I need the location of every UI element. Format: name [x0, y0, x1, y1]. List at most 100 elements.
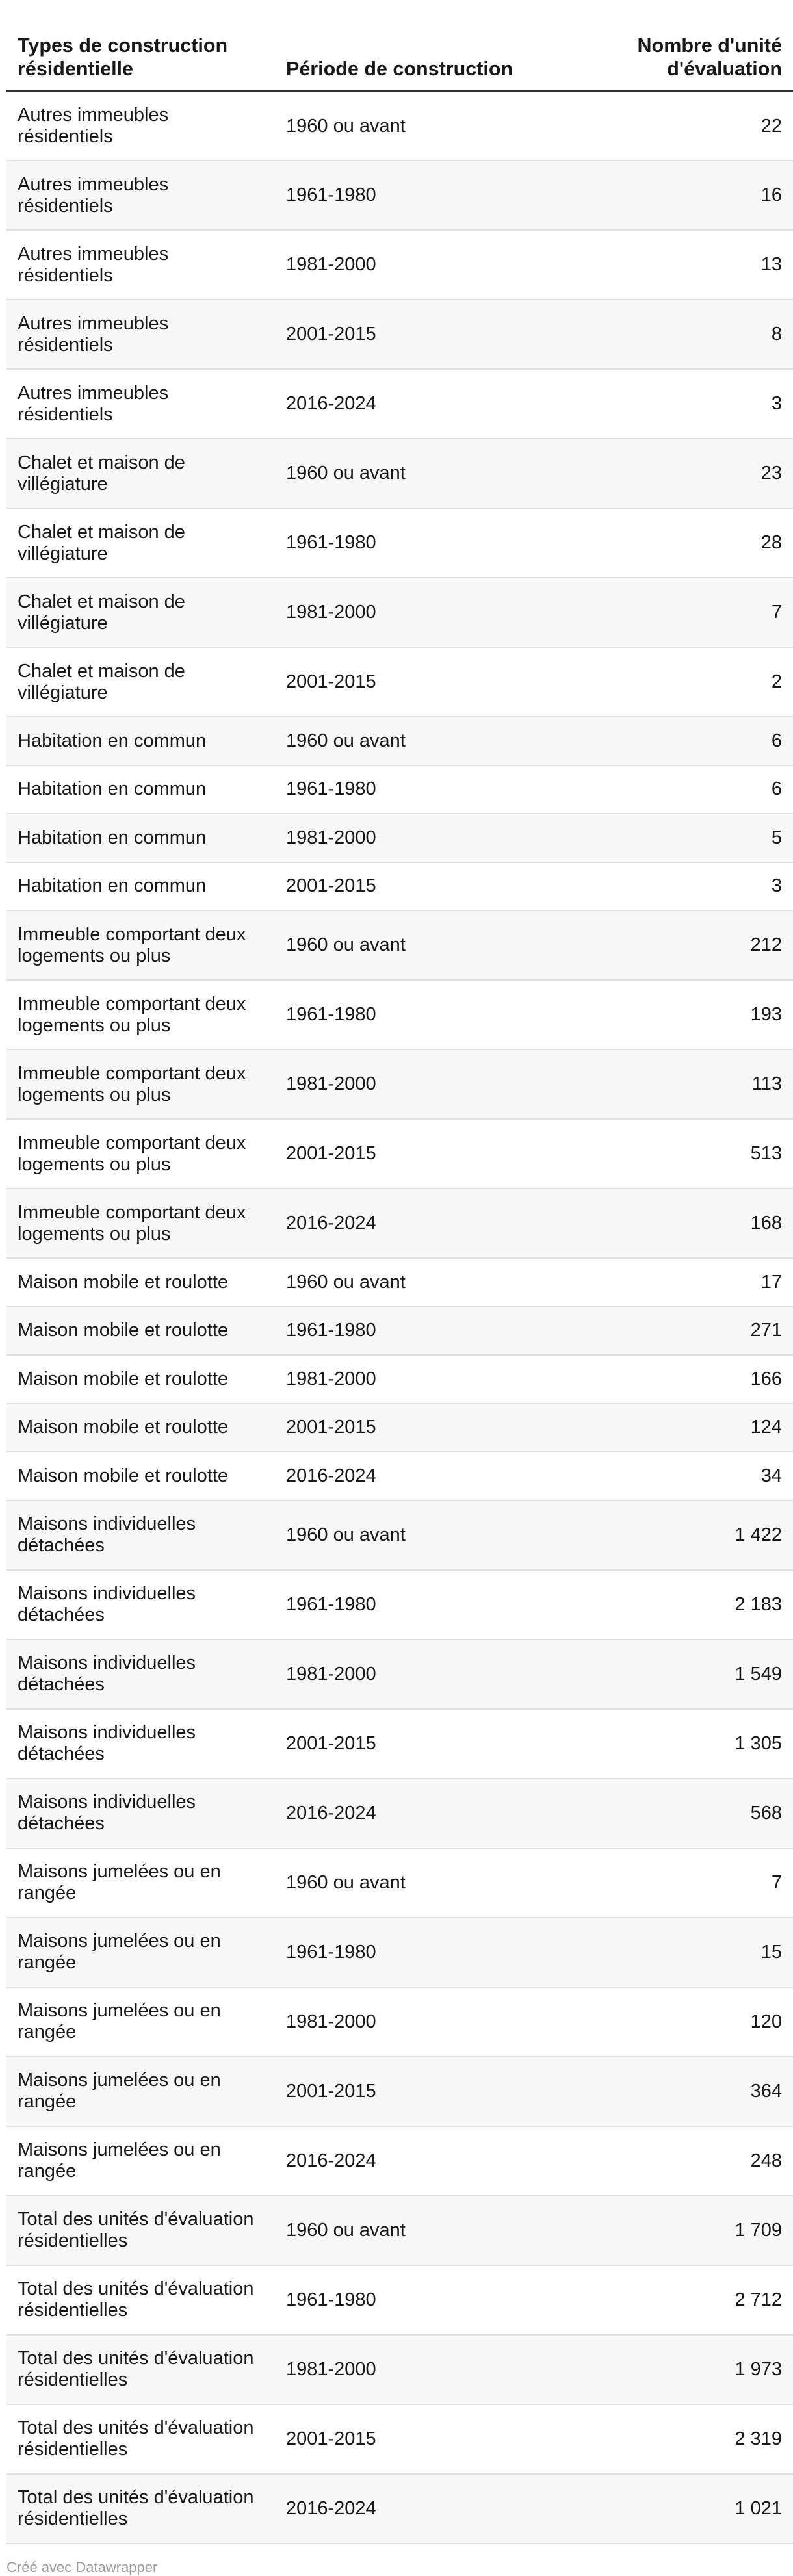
cell-construction-type: Habitation en commun [6, 765, 275, 814]
cell-construction-type: Maison mobile et roulotte [6, 1403, 275, 1452]
cell-construction-period: 2016-2024 [275, 2473, 543, 2544]
cell-unit-count: 34 [543, 1452, 793, 1501]
cell-construction-period: 1961-1980 [275, 1569, 543, 1640]
cell-unit-count: 2 712 [543, 2265, 793, 2336]
cell-unit-count: 568 [543, 1778, 793, 1849]
table-row: Maison mobile et roulotte 1981-2000 166 [6, 1355, 793, 1404]
table-row: Autres immeubles résidentiels 1961-1980 16 [6, 161, 793, 231]
cell-construction-period: 2001-2015 [275, 1403, 543, 1452]
cell-construction-period: 1981-2000 [275, 1639, 543, 1710]
cell-unit-count: 23 [543, 439, 793, 509]
column-header-period[interactable]: Période de construction [275, 0, 543, 92]
table-row: Maisons individuelles détachées 1961-1980… [6, 1569, 793, 1640]
cell-construction-type: Maisons individuelles détachées [6, 1708, 275, 1779]
cell-construction-period: 1961-1980 [275, 1306, 543, 1356]
table-row: Habitation en commun 2001-2015 3 [6, 862, 793, 911]
cell-construction-period: 1981-2000 [275, 1050, 543, 1120]
cell-unit-count: 1 973 [543, 2334, 793, 2405]
cell-construction-period: 1960 ou avant [275, 2195, 543, 2266]
column-header-type[interactable]: Types de construction résidentielle [6, 0, 275, 92]
cell-construction-period: 2016-2024 [275, 1452, 543, 1501]
cell-construction-period: 1981-2000 [275, 578, 543, 648]
cell-construction-type: Maisons jumelées ou en rangée [6, 1987, 275, 2057]
cell-construction-type: Autres immeubles résidentiels [6, 300, 275, 370]
table-row: Maisons jumelées ou en rangée 2016-2024 24… [6, 2126, 793, 2196]
table-row: Immeuble comportant deux logements ou pl… [6, 980, 793, 1050]
table-row: Habitation en commun 1981-2000 5 [6, 814, 793, 863]
cell-unit-count: 2 183 [543, 1569, 793, 1640]
table-row: Habitation en commun 1961-1980 6 [6, 765, 793, 814]
cell-construction-period: 1961-1980 [275, 508, 543, 578]
cell-unit-count: 3 [543, 862, 793, 911]
table-row: Autres immeubles résidentiels 2016-2024 3 [6, 369, 793, 439]
cell-unit-count: 166 [543, 1355, 793, 1404]
cell-construction-type: Habitation en commun [6, 814, 275, 863]
header-row: Types de construction résidentielle Péri… [6, 0, 793, 92]
cell-construction-type: Total des unités d'évaluation résidentie… [6, 2473, 275, 2544]
cell-construction-type: Immeuble comportant deux logements ou pl… [6, 980, 275, 1050]
cell-construction-type: Maison mobile et roulotte [6, 1452, 275, 1501]
cell-unit-count: 17 [543, 1258, 793, 1307]
cell-construction-period: 1981-2000 [275, 1987, 543, 2057]
table-row: Total des unités d'évaluation résidentie… [6, 2404, 793, 2475]
table-row: Maison mobile et roulotte 1960 ou avant 17 [6, 1258, 793, 1307]
table-row: Maisons jumelées ou en rangée 2001-2015 36… [6, 2056, 793, 2127]
cell-construction-period: 1960 ou avant [275, 91, 543, 161]
cell-construction-type: Maison mobile et roulotte [6, 1258, 275, 1307]
cell-unit-count: 22 [543, 91, 793, 161]
cell-unit-count: 113 [543, 1050, 793, 1120]
cell-construction-period: 1961-1980 [275, 765, 543, 814]
table-row: Chalet et maison de villégiature 2001-201… [6, 647, 793, 717]
cell-construction-type: Total des unités d'évaluation résidentie… [6, 2265, 275, 2336]
cell-unit-count: 513 [543, 1119, 793, 1189]
cell-unit-count: 13 [543, 230, 793, 300]
cell-unit-count: 120 [543, 1987, 793, 2057]
cell-construction-type: Immeuble comportant deux logements ou pl… [6, 1189, 275, 1259]
cell-construction-type: Maisons jumelées ou en rangée [6, 1917, 275, 1988]
cell-construction-type: Autres immeubles résidentiels [6, 230, 275, 300]
cell-construction-type: Chalet et maison de villégiature [6, 439, 275, 509]
cell-construction-type: Immeuble comportant deux logements ou pl… [6, 1050, 275, 1120]
table-row: Total des unités d'évaluation résidentie… [6, 2195, 793, 2266]
cell-construction-period: 2001-2015 [275, 862, 543, 911]
column-header-count[interactable]: Nombre d'unité d'évaluation [543, 0, 793, 92]
table-row: Maisons individuelles détachées 2001-2015… [6, 1708, 793, 1779]
table-row: Chalet et maison de villégiature 1960 ou … [6, 439, 793, 509]
cell-construction-period: 1960 ou avant [275, 1500, 543, 1571]
cell-unit-count: 364 [543, 2056, 793, 2127]
cell-construction-period: 2001-2015 [275, 2404, 543, 2475]
table-row: Maison mobile et roulotte 2001-2015 124 [6, 1403, 793, 1452]
table-row: Immeuble comportant deux logements ou pl… [6, 1050, 793, 1120]
cell-unit-count: 28 [543, 508, 793, 578]
cell-construction-type: Habitation en commun [6, 862, 275, 911]
cell-construction-period: 2016-2024 [275, 369, 543, 439]
table-row: Maison mobile et roulotte 2016-2024 34 [6, 1452, 793, 1501]
cell-construction-period: 2016-2024 [275, 1778, 543, 1849]
table-row: Maisons individuelles détachées 1981-2000… [6, 1639, 793, 1710]
cell-construction-period: 1981-2000 [275, 230, 543, 300]
table-row: Maisons individuelles détachées 2016-2024… [6, 1778, 793, 1849]
table-row: Total des unités d'évaluation résidentie… [6, 2265, 793, 2336]
cell-unit-count: 1 709 [543, 2195, 793, 2266]
cell-construction-period: 1960 ou avant [275, 1848, 543, 1918]
table-row: Habitation en commun 1960 ou avant 6 [6, 717, 793, 766]
cell-construction-period: 2001-2015 [275, 1708, 543, 1779]
cell-construction-type: Chalet et maison de villégiature [6, 578, 275, 648]
cell-construction-type: Maisons individuelles détachées [6, 1569, 275, 1640]
table-body: Autres immeubles résidentiels 1960 ou ava… [6, 91, 793, 2544]
table-row: Maison mobile et roulotte 1961-1980 271 [6, 1306, 793, 1356]
table-row: Immeuble comportant deux logements ou pl… [6, 910, 793, 981]
cell-construction-type: Chalet et maison de villégiature [6, 647, 275, 717]
cell-unit-count: 15 [543, 1917, 793, 1988]
cell-construction-period: 2001-2015 [275, 647, 543, 717]
cell-construction-period: 2001-2015 [275, 300, 543, 370]
cell-construction-period: 2001-2015 [275, 1119, 543, 1189]
cell-unit-count: 16 [543, 161, 793, 231]
cell-construction-type: Chalet et maison de villégiature [6, 508, 275, 578]
cell-construction-period: 2016-2024 [275, 1189, 543, 1259]
cell-construction-type: Maison mobile et roulotte [6, 1306, 275, 1356]
cell-unit-count: 1 305 [543, 1708, 793, 1779]
cell-construction-type: Total des unités d'évaluation résidentie… [6, 2195, 275, 2266]
cell-construction-type: Total des unités d'évaluation résidentie… [6, 2404, 275, 2475]
datawrapper-credit[interactable]: Créé avec Datawrapper [6, 2559, 158, 2575]
